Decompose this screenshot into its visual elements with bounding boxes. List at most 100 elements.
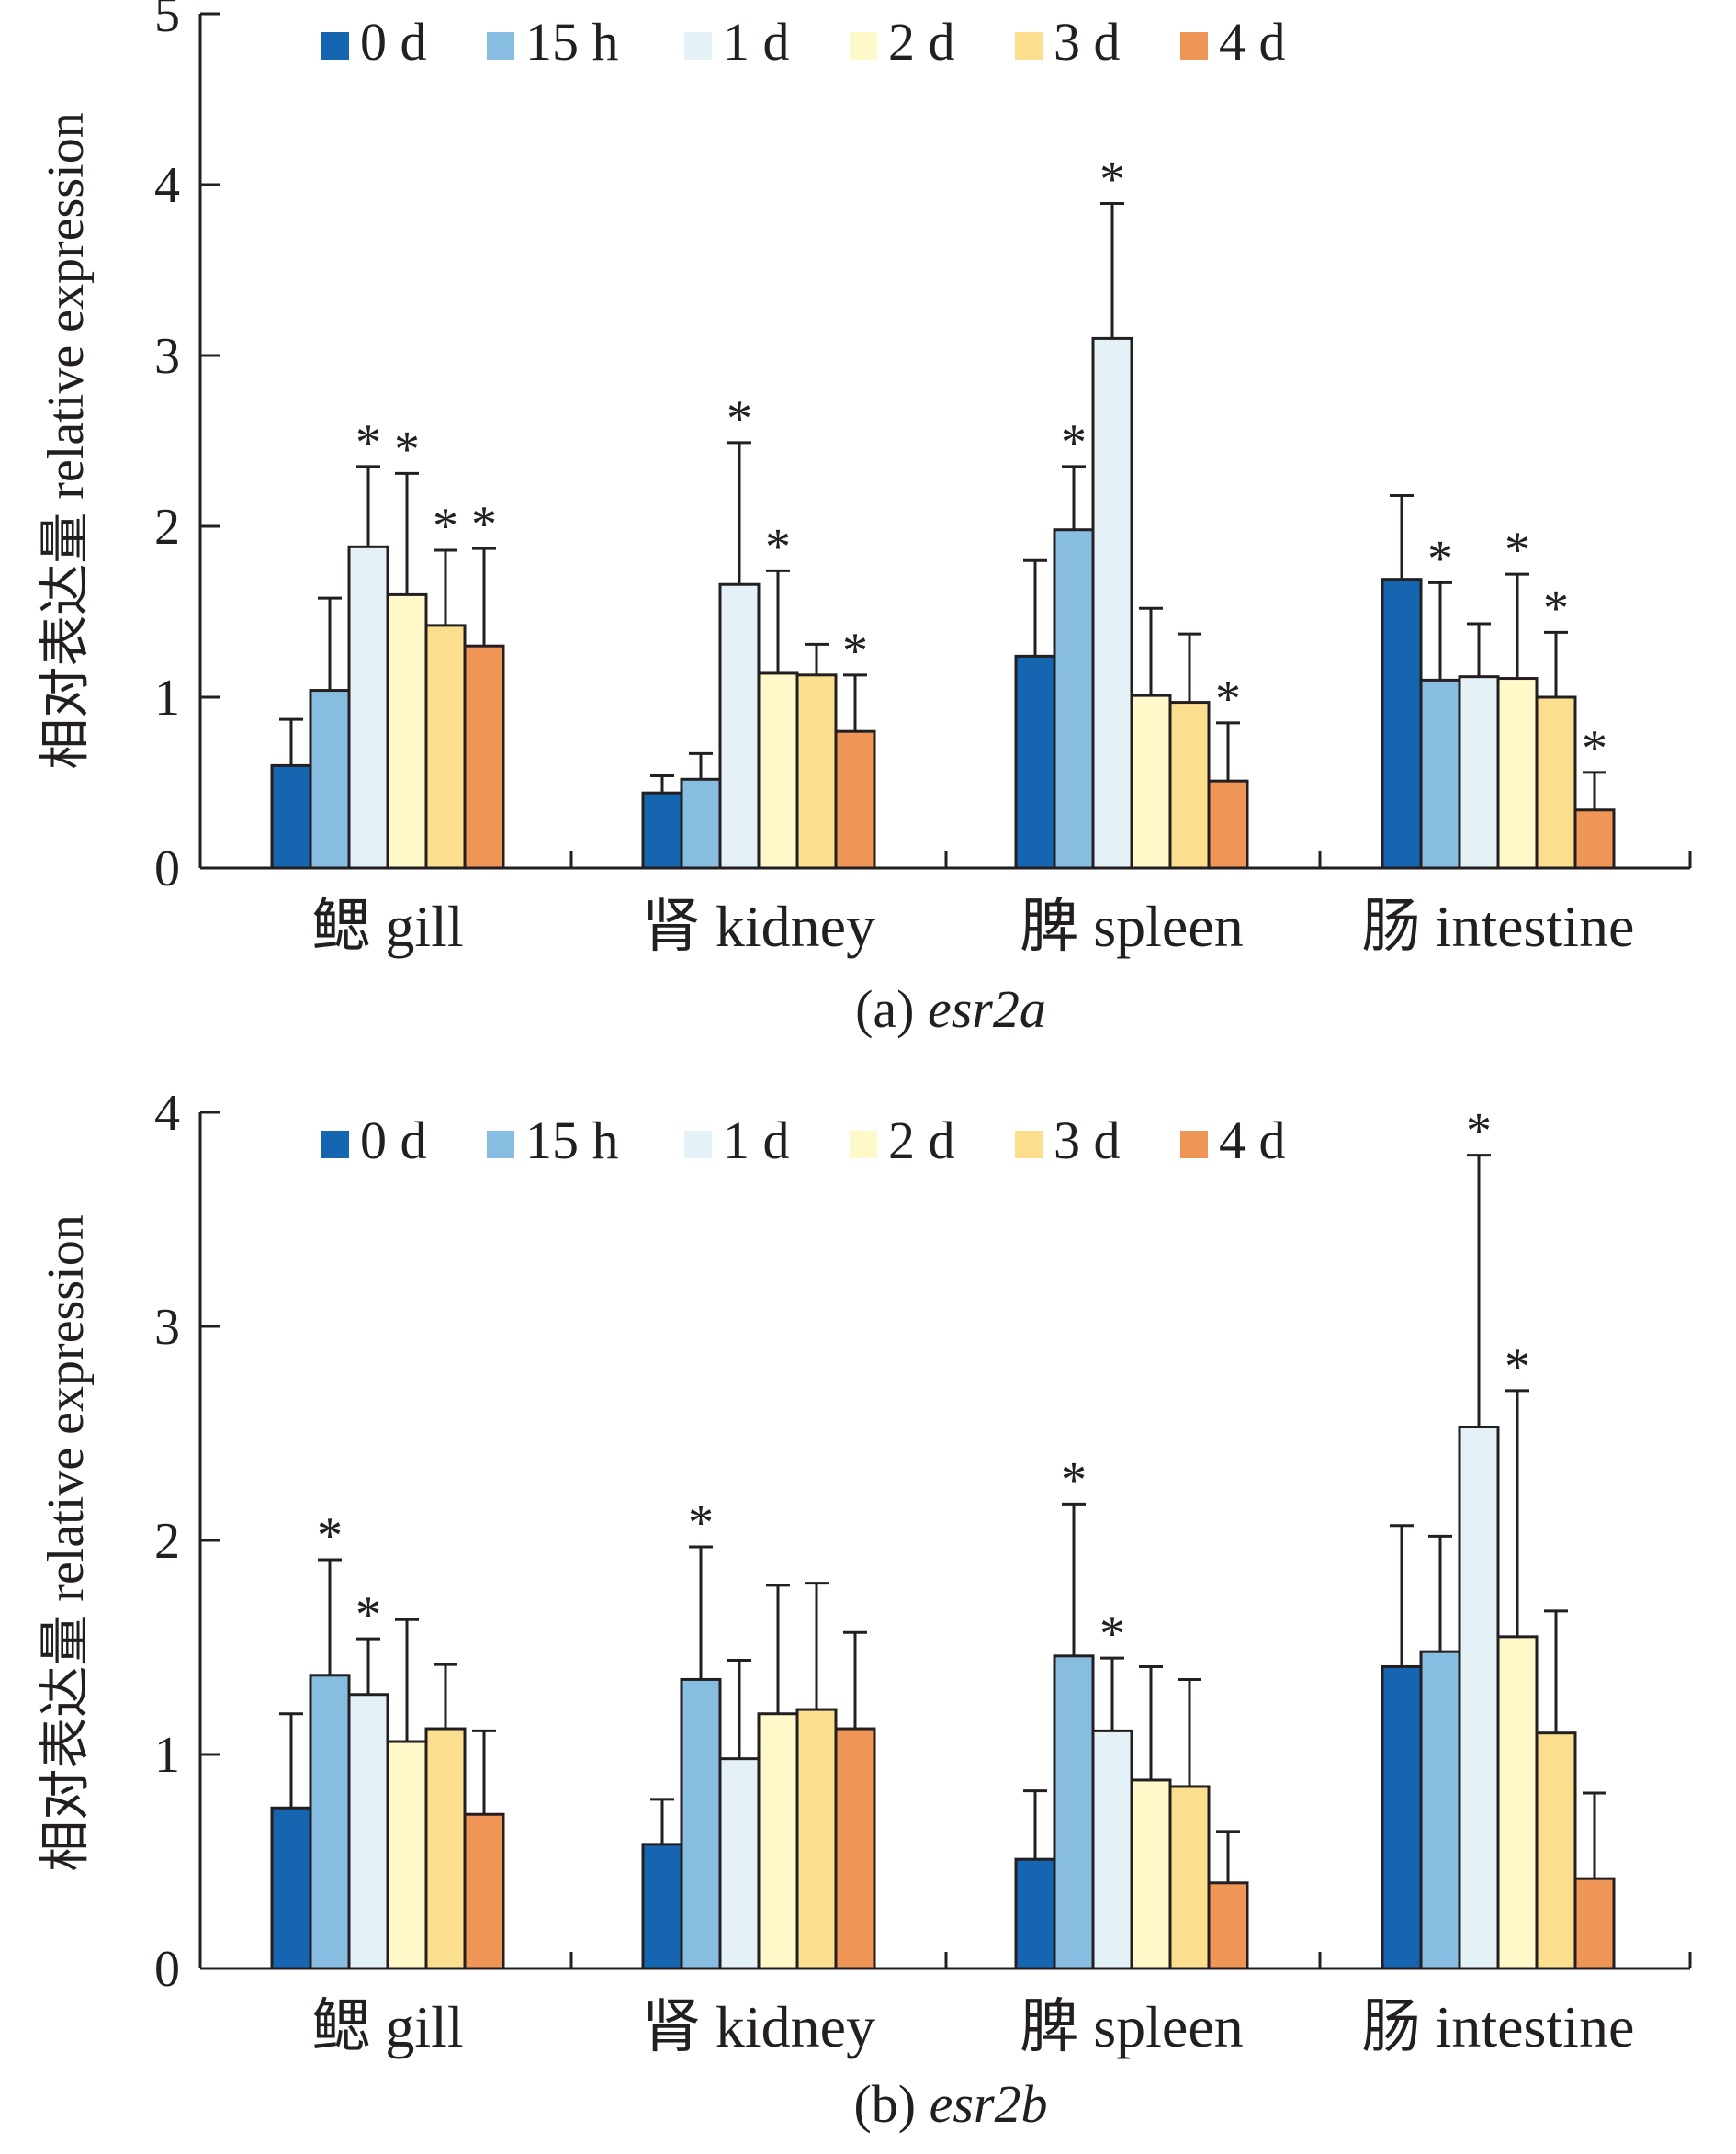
- bar: [1458, 1426, 1500, 1970]
- y-tick-label: 3: [154, 328, 180, 385]
- legend-label: 1 d: [723, 1111, 790, 1170]
- panel-caption: (b) esr2b: [853, 2074, 1047, 2134]
- bar: [1014, 1857, 1056, 1970]
- bar: [1381, 1664, 1423, 1970]
- bar: [386, 592, 428, 870]
- significance-star: *: [842, 623, 868, 680]
- bar: [309, 1674, 351, 1970]
- bar: [1573, 1877, 1616, 1970]
- panel-caption: (a) esr2a: [855, 979, 1046, 1039]
- y-tick-label: 5: [154, 0, 180, 43]
- legend-swatch: [850, 1131, 877, 1158]
- bar: [718, 582, 761, 870]
- category-label: 脾 spleen: [1020, 1994, 1244, 2059]
- y-tick-label: 1: [154, 670, 180, 727]
- significance-star: *: [1505, 522, 1530, 579]
- bar: [463, 1812, 505, 1970]
- bar: [1130, 694, 1172, 870]
- bar: [1496, 677, 1539, 870]
- significance-star: *: [471, 496, 497, 553]
- bar: [1130, 1778, 1172, 1970]
- y-tick-label: 1: [154, 1727, 180, 1784]
- bar: [386, 1740, 428, 1970]
- category-label: 脾 spleen: [1020, 894, 1244, 959]
- legend-label: 1 d: [723, 12, 790, 72]
- legend-swatch: [487, 32, 514, 60]
- bar: [347, 1693, 389, 1970]
- bar: [309, 689, 351, 870]
- legend-swatch: [321, 1131, 349, 1158]
- bar: [463, 644, 505, 870]
- legend-label: 0 d: [360, 12, 427, 72]
- significance-star: *: [727, 390, 752, 447]
- bar: [1535, 695, 1577, 870]
- category-label: 肾 kidney: [642, 894, 875, 959]
- legend-swatch: [1180, 1131, 1208, 1158]
- y-tick-label: 2: [154, 1513, 180, 1570]
- significance-star: *: [355, 414, 381, 471]
- legend-swatch: [1180, 32, 1208, 60]
- bar: [1535, 1731, 1577, 1970]
- bar: [1168, 701, 1211, 870]
- bar: [795, 1708, 838, 1970]
- significance-star: *: [1466, 1103, 1492, 1160]
- significance-star: *: [1099, 151, 1125, 208]
- significance-star: *: [394, 421, 420, 478]
- bar: [1168, 1785, 1211, 1970]
- significance-star: *: [355, 1586, 381, 1643]
- bar: [641, 1843, 683, 1970]
- bar: [834, 729, 876, 870]
- category-label: 肾 kidney: [642, 1994, 875, 2059]
- significance-star: *: [1505, 1338, 1530, 1395]
- bar: [270, 1806, 312, 1970]
- bar: [795, 673, 838, 870]
- bar: [1496, 1635, 1539, 1970]
- bar: [270, 763, 312, 870]
- bar: [1381, 578, 1423, 870]
- bar: [680, 1677, 722, 1970]
- legend-swatch: [1015, 32, 1043, 60]
- bar: [680, 777, 722, 870]
- category-label: 肠 intestine: [1362, 1994, 1635, 2059]
- legend-label: 2 d: [888, 1111, 955, 1170]
- y-tick-label: 0: [154, 840, 180, 897]
- bar: [757, 671, 799, 870]
- bar: [718, 1757, 761, 1970]
- y-tick-label: 2: [154, 499, 180, 556]
- bar: [1014, 654, 1056, 870]
- legend-label: 3 d: [1054, 1111, 1121, 1170]
- legend-label: 15 h: [525, 12, 619, 72]
- significance-star: *: [1582, 720, 1607, 777]
- y-tick-label: 3: [154, 1299, 180, 1356]
- significance-star: *: [433, 498, 458, 555]
- bar: [1419, 1650, 1461, 1970]
- y-tick-label: 4: [154, 157, 180, 214]
- bar: [641, 791, 683, 870]
- y-tick-label: 0: [154, 1941, 180, 1998]
- bar: [1091, 336, 1133, 870]
- significance-star: *: [765, 518, 791, 575]
- legend-swatch: [850, 32, 877, 60]
- bar: [1053, 1654, 1095, 1970]
- bar: [1458, 675, 1500, 870]
- bar: [1419, 678, 1461, 870]
- bar: [1053, 528, 1095, 870]
- bar: [347, 545, 389, 870]
- significance-star: *: [1543, 580, 1569, 637]
- bar: [424, 624, 467, 870]
- legend-swatch: [487, 1131, 514, 1158]
- bar: [1207, 779, 1249, 870]
- significance-star: *: [1215, 671, 1241, 727]
- legend-swatch: [321, 32, 349, 60]
- category-label: 鳃 gill: [311, 1994, 463, 2059]
- y-axis-label: 相对表达量 relative expression: [38, 112, 95, 769]
- bar: [1573, 808, 1616, 870]
- legend-label: 0 d: [360, 1111, 427, 1170]
- significance-star: *: [1061, 1451, 1087, 1508]
- significance-star: *: [1427, 530, 1453, 587]
- category-label: 鳃 gill: [311, 894, 463, 959]
- significance-star: *: [1061, 414, 1087, 471]
- legend-label: 15 h: [525, 1111, 619, 1170]
